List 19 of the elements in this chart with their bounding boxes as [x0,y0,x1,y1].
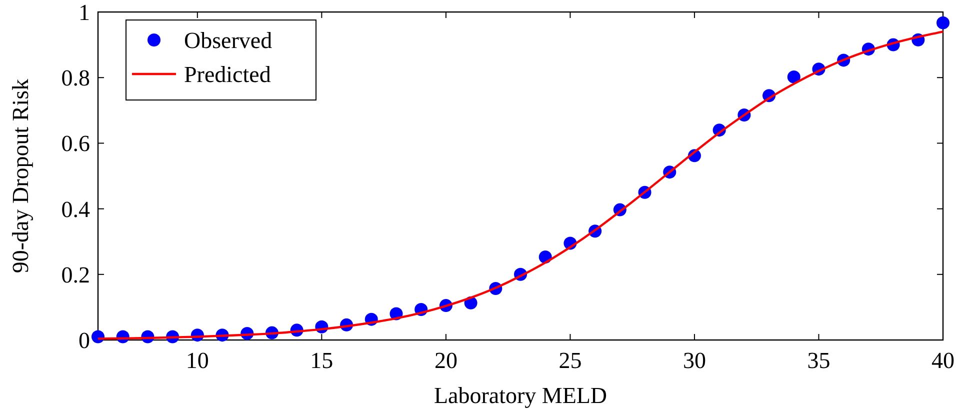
y-tick-label: 0.8 [61,66,90,91]
point [936,16,950,30]
y-tick-label: 0.2 [61,262,90,288]
x-tick-label: 40 [932,348,954,373]
x-tick-label: 10 [186,348,209,373]
x-tick-label: 15 [310,348,334,373]
point [787,70,800,84]
y-tick-label: 0.6 [61,131,90,156]
y-axis-title: 90-day Dropout Risk [8,78,33,274]
x-tick-label: 30 [682,348,706,373]
x-axis-title: Laboratory MELD [434,383,608,408]
x-tick-label: 25 [558,348,582,373]
x-tick-label: 20 [434,348,458,373]
y-tick-label: 0.4 [61,196,90,222]
x-tick-label: 35 [807,348,830,373]
y-tick-label: 1 [78,0,90,25]
legend-label: Predicted [184,62,272,87]
y-tick-label: 0 [78,328,90,353]
legend-label: Observed [184,28,273,53]
